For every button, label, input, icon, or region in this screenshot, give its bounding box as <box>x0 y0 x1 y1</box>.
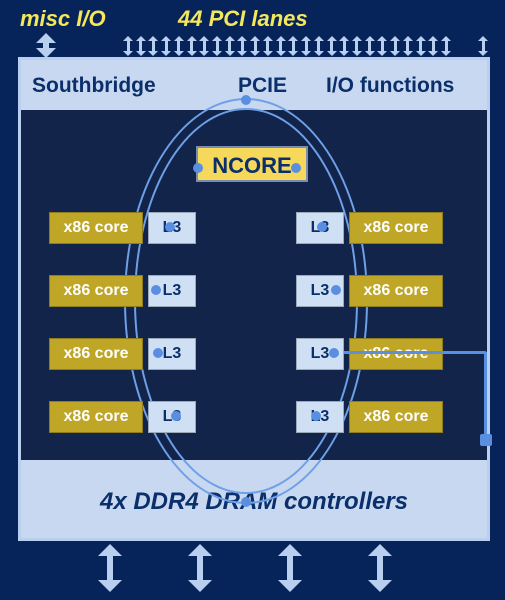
ring-node-right-1 <box>317 222 327 232</box>
ring-node-right-0 <box>291 163 301 173</box>
ring-node-bottom <box>241 497 251 507</box>
x86-core-right-1: x86 core <box>349 275 443 307</box>
label-southbridge: Southbridge <box>32 74 156 98</box>
ring-node-left-0 <box>193 163 203 173</box>
x86-core-left-1: x86 core <box>49 275 143 307</box>
ring-node-right-2 <box>331 285 341 295</box>
x86-core-right-3: x86 core <box>349 401 443 433</box>
x86-core-right-0: x86 core <box>349 212 443 244</box>
side-link-vertical <box>484 352 487 440</box>
ring-node-left-1 <box>165 222 175 232</box>
label-misc-io: misc I/O <box>20 6 106 32</box>
ring-node-top <box>241 95 251 105</box>
label-pci-lanes: 44 PCI lanes <box>178 6 308 32</box>
ring-node-left-3 <box>153 348 163 358</box>
x86-core-left-3: x86 core <box>49 401 143 433</box>
ring-node-left-4 <box>171 411 181 421</box>
x86-core-right-2: x86 core <box>349 338 443 370</box>
ring-node-left-2 <box>151 285 161 295</box>
x86-core-left-2: x86 core <box>49 338 143 370</box>
ring-node-right-3 <box>329 348 339 358</box>
x86-core-left-0: x86 core <box>49 212 143 244</box>
ring-node-right-4 <box>311 411 321 421</box>
label-io-functions: I/O functions <box>326 74 454 98</box>
side-link-horizontal <box>344 351 486 354</box>
side-link-node <box>480 434 492 446</box>
